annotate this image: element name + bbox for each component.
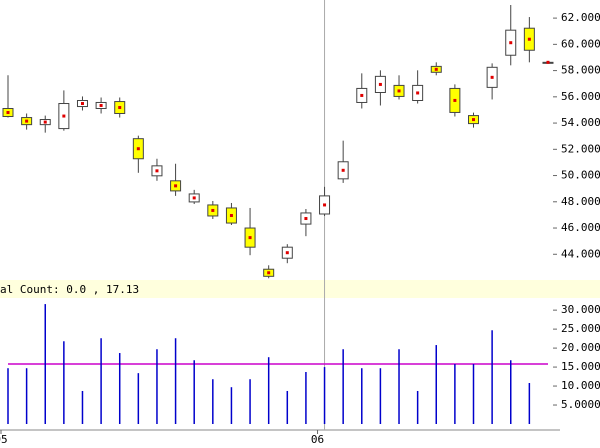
candle-mid: [490, 75, 494, 79]
candle-mid: [341, 168, 345, 172]
y-tick-label: 54.000: [561, 116, 600, 129]
y-tick-label: 60.000: [561, 37, 600, 50]
candle-mid: [99, 103, 103, 107]
candle-mid: [509, 41, 513, 45]
candle-mid: [192, 196, 196, 200]
y-tick-label: 25.000: [561, 322, 600, 335]
x-tick-label: 05: [0, 433, 8, 446]
candle-mid: [62, 114, 66, 118]
y-tick-label: 58.000: [561, 64, 600, 77]
y-tick-label: 62.000: [561, 11, 600, 24]
candle-mid: [267, 271, 271, 275]
candle-mid: [453, 98, 457, 102]
candle-mid: [527, 37, 531, 41]
candle-mid: [416, 91, 420, 95]
y-tick-label: 10.000: [561, 379, 600, 392]
info-text: al Count: 0.0 , 17.13: [0, 283, 139, 296]
candle-mid: [546, 60, 550, 64]
candle-mid: [174, 184, 178, 188]
candle-mid: [80, 102, 84, 106]
candle-mid: [304, 217, 308, 221]
candle-mid: [229, 214, 233, 218]
y-tick-label: 50.000: [561, 169, 600, 182]
y-tick-label: 48.000: [561, 195, 600, 208]
y-tick-label: 20.000: [561, 341, 600, 354]
info-band: [0, 280, 600, 298]
x-tick-label: 06: [311, 433, 324, 446]
y-tick-label: 52.000: [561, 142, 600, 155]
candle-mid: [136, 147, 140, 151]
candle-mid: [248, 236, 252, 240]
candle-mid: [43, 120, 47, 124]
y-tick-label: 5.0000: [561, 398, 600, 411]
candle-mid: [285, 251, 289, 255]
candle-mid: [6, 111, 10, 115]
candle-mid: [360, 93, 364, 97]
y-tick-label: 15.000: [561, 360, 600, 373]
y-tick-label: 56.000: [561, 90, 600, 103]
y-tick-label: 30.000: [561, 303, 600, 316]
candle-mid: [155, 169, 159, 173]
candle-mid: [211, 208, 215, 212]
y-tick-label: 46.000: [561, 221, 600, 234]
candle-mid: [472, 118, 475, 122]
candle-mid: [378, 82, 382, 86]
y-tick-label: 44.000: [561, 247, 600, 260]
candle-mid: [434, 67, 438, 71]
candle-mid: [118, 106, 122, 110]
candle-mid: [25, 119, 29, 123]
candle-mid: [397, 89, 401, 93]
candle-mid: [323, 203, 327, 207]
